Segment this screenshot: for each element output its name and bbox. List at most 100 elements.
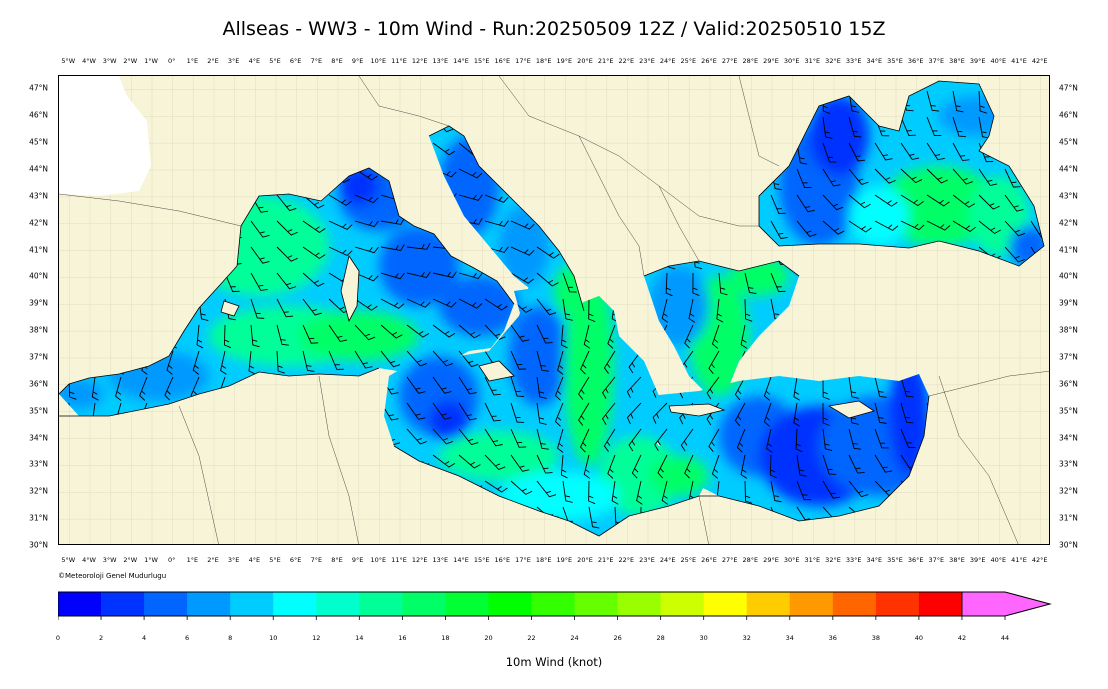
longitude-label: 22°E	[618, 57, 635, 65]
wind-barb	[657, 454, 668, 479]
wind-barb	[406, 350, 428, 367]
wind-barb	[458, 454, 481, 469]
wind-barb	[354, 220, 379, 228]
wind-barb	[706, 376, 720, 400]
latitude-label: 44°N	[29, 164, 48, 174]
colorbar-tick-label: 36	[828, 634, 837, 642]
wind-barb	[628, 428, 642, 452]
latitude-label: 46°N	[29, 110, 48, 120]
colorbar-tick-label: 30	[699, 634, 708, 642]
longitude-label: 42°E	[1031, 57, 1048, 65]
wind-barb	[536, 272, 559, 287]
wind-barb	[848, 168, 869, 185]
wind-barb	[276, 220, 298, 236]
wind-barb	[711, 454, 720, 479]
wind-barb	[900, 376, 914, 398]
longitude-label: 4°E	[248, 556, 261, 564]
longitude-label: 36°E	[907, 556, 924, 564]
latitude-label: 34°N	[1059, 433, 1078, 443]
latitude-label: 38°N	[1059, 325, 1078, 335]
colorbar-tick-label: 16	[398, 634, 407, 642]
colorbar-tick-label: 26	[613, 634, 622, 642]
wind-barb	[766, 428, 773, 453]
wind-barb	[926, 90, 940, 112]
wind-barb	[562, 272, 577, 293]
longitude-label: 33°E	[845, 556, 862, 564]
wind-barb	[510, 480, 533, 495]
wind-barb	[718, 272, 728, 296]
latitude-label: 31°N	[29, 513, 48, 523]
colorbar-tick-label: 4	[142, 634, 147, 642]
wind-barb	[536, 480, 557, 498]
wind-barb	[848, 480, 869, 498]
wind-barb	[380, 272, 405, 280]
wind-barb	[510, 246, 535, 256]
longitude-label: 13°E	[432, 57, 449, 65]
wind-barb	[302, 246, 326, 260]
longitude-label: 7°E	[310, 57, 323, 65]
longitude-label: 5°W	[61, 556, 76, 564]
wind-barb	[536, 298, 557, 316]
wind-barb	[793, 402, 801, 427]
wind-barb	[1004, 246, 1026, 263]
longitude-label: 26°E	[701, 556, 717, 564]
colorbar-tick-label: 42	[957, 634, 967, 642]
wind-barb	[822, 220, 845, 235]
wind-barb	[874, 168, 896, 184]
longitude-label: 19°E	[556, 57, 573, 65]
wind-barb	[978, 90, 987, 114]
longitude-label: 41°E	[1011, 556, 1027, 564]
longitude-label: 15°E	[473, 57, 490, 65]
colorbar-label: 10m Wind (knot)	[505, 655, 603, 669]
wind-barb	[192, 350, 200, 375]
longitude-label: 3°E	[227, 556, 240, 564]
wind-barb	[926, 220, 951, 231]
longitude-label: 16°E	[494, 556, 511, 564]
longitude-label: 20°E	[577, 57, 593, 65]
wind-barb	[432, 376, 452, 394]
wind-barb	[484, 480, 508, 493]
longitude-label: 38°E	[949, 57, 965, 65]
wind-barb	[578, 402, 590, 426]
wind-barb	[406, 428, 428, 445]
longitude-label: 30°E	[783, 556, 800, 564]
wind-barb	[562, 480, 573, 503]
wind-barb	[603, 428, 616, 452]
wind-barb	[432, 271, 457, 278]
longitude-label: 32°E	[825, 57, 841, 65]
wind-barb	[740, 454, 748, 479]
longitude-label: 37°E	[928, 57, 945, 65]
wind-barb	[583, 454, 591, 479]
wind-barb	[848, 116, 862, 138]
wind-barb	[770, 272, 786, 292]
wind-barb	[115, 376, 122, 401]
colorbar-tick-label: 22	[527, 634, 536, 642]
latitude-label: 32°N	[1059, 486, 1078, 496]
wind-barb	[680, 428, 694, 452]
wind-barb	[406, 402, 426, 420]
wind-barb	[432, 298, 457, 308]
longitude-label: 30°E	[783, 57, 800, 65]
wind-barb	[248, 350, 256, 375]
wind-barb	[432, 454, 456, 468]
latitude-label: 41°N	[29, 245, 48, 255]
wind-barb	[139, 376, 148, 401]
longitude-label: 22°E	[618, 556, 635, 564]
longitude-label: 2°E	[207, 556, 219, 564]
colorbar-cell	[617, 592, 662, 616]
wind-barb	[588, 298, 596, 323]
longitude-label: 3°W	[102, 556, 117, 564]
wind-barb	[822, 376, 830, 400]
longitude-label: 16°E	[494, 57, 511, 65]
colorbar-extend-arrow	[961, 591, 1052, 617]
wind-barb	[763, 402, 772, 427]
wind-barb	[900, 116, 916, 136]
colorbar-tick-label: 10	[269, 634, 278, 642]
latitude-label: 42°N	[29, 218, 48, 228]
colorbar-cell	[402, 592, 446, 616]
longitude-label: 18°E	[535, 556, 552, 564]
longitude-label: 12°E	[411, 556, 428, 564]
longitude-label: 0°	[167, 556, 176, 564]
wind-barb	[557, 350, 564, 375]
longitude-label: 6°E	[289, 556, 302, 564]
